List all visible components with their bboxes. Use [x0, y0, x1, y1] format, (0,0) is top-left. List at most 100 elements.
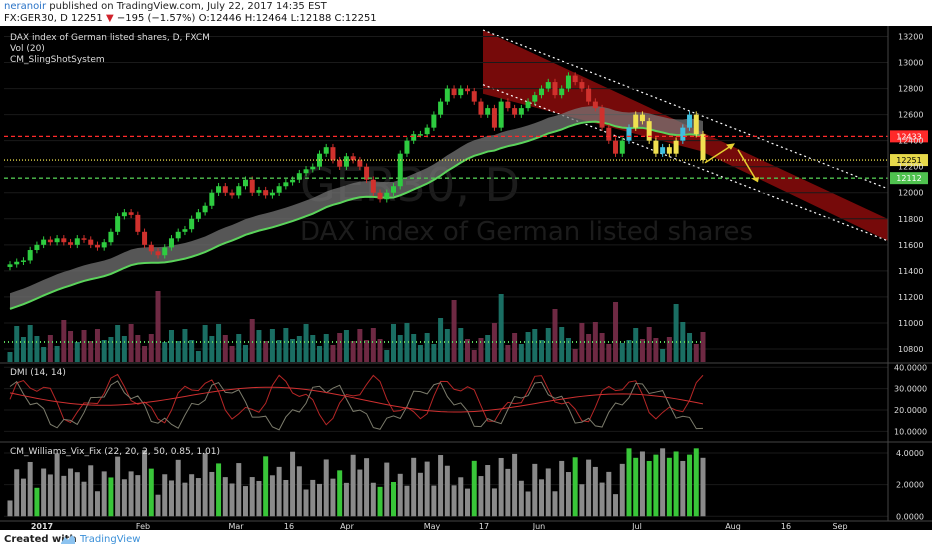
volume-bar — [491, 323, 497, 362]
vix-bar — [108, 477, 114, 517]
volume-bar — [552, 309, 558, 362]
volume-bar — [471, 350, 477, 362]
vix-bar — [485, 465, 491, 517]
candle-body — [88, 239, 94, 245]
publish-info: published on TradingView.com, July 22, 2… — [46, 1, 327, 12]
dmi-plus-line — [9, 373, 704, 426]
candle-body — [81, 238, 87, 240]
author-link[interactable]: neranoir — [4, 1, 47, 12]
chart-canvas[interactable]: GER30, D DAX index of German listed shar… — [0, 26, 932, 530]
volume-bar — [236, 334, 242, 362]
volume-bar — [417, 345, 423, 362]
volume-bar — [525, 332, 531, 362]
candle-body — [579, 82, 585, 89]
vix-bar — [41, 468, 47, 517]
candle-body — [330, 147, 336, 161]
candle-body — [74, 238, 80, 245]
volume-bar — [532, 329, 538, 362]
volume-bar — [626, 340, 632, 362]
vix-bar — [384, 462, 390, 517]
publish-header: neranoir published on TradingView.com, J… — [0, 0, 932, 26]
volume-bar — [586, 334, 592, 362]
volume-bar — [404, 323, 410, 362]
candle-body — [20, 260, 26, 262]
created-with-label: Created with — [4, 534, 77, 545]
candle-body — [639, 114, 645, 122]
price-tick: 11200 — [898, 293, 923, 302]
candle-body — [646, 121, 652, 141]
candle-body — [572, 75, 578, 83]
candle-body — [296, 173, 302, 180]
candle-body — [323, 147, 329, 154]
vix-bar — [337, 470, 343, 517]
price-tick: 12200 — [898, 163, 923, 172]
volume-bar — [518, 344, 524, 362]
volume-bar — [316, 346, 322, 362]
price-tick: 11800 — [898, 215, 923, 224]
candle-body — [209, 192, 215, 206]
candle-body — [108, 231, 114, 243]
grid — [4, 36, 888, 350]
ohlc-values: O:12446 H:12464 L:12188 C:12251 — [198, 13, 377, 24]
price-tick: 12600 — [898, 111, 923, 120]
sub-panels: 10.0000 20.0000 30.0000 40.0000 0.0000 2.0000… — [0, 362, 932, 522]
candle-body — [41, 239, 47, 245]
vix-bar — [673, 451, 679, 517]
vix-bar — [539, 479, 545, 517]
volume-bar — [68, 331, 74, 362]
chart-title: DAX index of German listed shares, D, FX… — [10, 33, 210, 43]
ema-line — [9, 120, 704, 310]
vix-tick: 0.0000 — [896, 512, 924, 521]
candle-body — [54, 238, 60, 243]
volume-bar — [148, 334, 154, 362]
candle-body — [27, 250, 33, 261]
volume-bar — [700, 332, 706, 362]
vix-tick: 4.0000 — [896, 449, 924, 458]
vix-bar — [303, 489, 309, 517]
dmi-minus-line — [9, 380, 704, 431]
level-tag — [890, 172, 928, 185]
vix-bar — [101, 471, 107, 517]
candle-body — [236, 186, 242, 196]
vix-bar — [81, 481, 87, 517]
legend-volume: Vol (20) — [10, 44, 45, 54]
vix-bar — [249, 477, 255, 517]
vix-bar — [27, 461, 33, 517]
vix-bar — [142, 450, 148, 517]
channel-lower-line — [482, 84, 889, 242]
volume-bar — [660, 349, 666, 362]
legend-slingshot: CM_SlingShotSystem — [10, 55, 105, 65]
vix-bar — [545, 468, 551, 517]
candle-body — [559, 88, 565, 96]
vix-bar — [148, 468, 154, 517]
price-tick: 11400 — [898, 267, 923, 276]
volume-bar — [370, 328, 376, 362]
vix-bar — [74, 472, 80, 517]
volume-bar — [350, 341, 356, 362]
candle-body — [263, 190, 269, 196]
vix-bar — [121, 479, 127, 517]
candle-body — [148, 244, 154, 252]
candle-body — [290, 179, 296, 183]
candle-body — [222, 186, 228, 193]
candle-body — [673, 140, 679, 154]
vix-bar — [54, 453, 60, 517]
volume-bar — [115, 325, 121, 362]
vix-bar — [680, 460, 686, 517]
ema-band — [9, 106, 704, 310]
time-tick: Mar — [228, 522, 244, 530]
vix-bar — [458, 477, 464, 517]
tradingview-link[interactable]: TradingView — [80, 534, 141, 545]
vix-bar — [61, 475, 67, 517]
price-tick: 12400 — [898, 137, 923, 146]
vix-bar — [14, 469, 20, 517]
candle-body — [155, 251, 161, 256]
volume-bar — [14, 326, 20, 362]
level-tag-text: 12433 — [896, 132, 921, 141]
candle-body — [438, 101, 444, 115]
vix-bar — [599, 482, 605, 517]
volume-bar — [539, 340, 545, 362]
vix-bar — [687, 454, 693, 517]
candle-body — [94, 244, 100, 248]
volume-bar — [411, 334, 417, 362]
